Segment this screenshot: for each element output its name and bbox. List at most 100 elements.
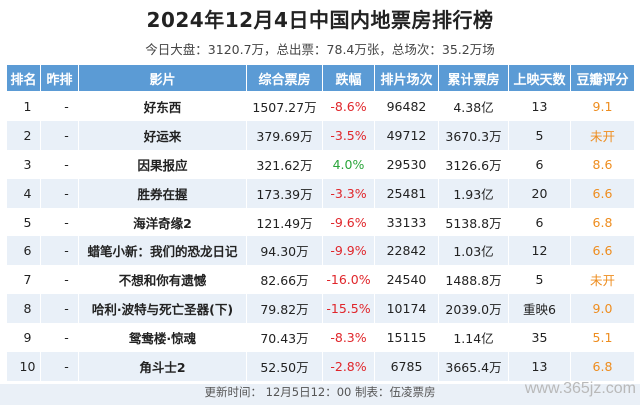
change-cell: -9.9%	[322, 236, 375, 266]
douban-score-cell: 未开	[570, 265, 635, 295]
douban-score-cell: 6.8	[570, 352, 635, 381]
shows-cell: 25481	[374, 178, 439, 208]
daily-gross-cell: 82.66万	[246, 265, 323, 295]
rank-cell: 10	[6, 352, 41, 381]
douban-score-cell: 6.6	[570, 178, 635, 208]
douban-score-cell: 6.6	[570, 236, 635, 266]
film-header: 影片	[78, 64, 247, 92]
market-summary: 今日大盘：3120.7万，总出票：78.4万张，总场次：35.2万场	[145, 42, 495, 57]
prev-rank-cell: -	[40, 178, 79, 208]
total-gross-cell: 1.14亿	[438, 323, 509, 353]
daily-gross-cell: 52.50万	[246, 352, 323, 381]
rank-cell: 6	[6, 236, 41, 266]
change-cell: -3.5%	[322, 120, 375, 150]
daily-gross-cell: 379.69万	[246, 120, 323, 150]
shows-cell: 24540	[374, 265, 439, 295]
film-title-cell: 鸳鸯楼·惊魂	[78, 323, 247, 353]
days-header: 上映天数	[508, 64, 571, 92]
change-cell: -3.3%	[322, 178, 375, 208]
table-header-row: 排名 昨排 影片 综合票房 跌幅 排片场次 累计票房 上映天数 豆瓣评分	[6, 64, 635, 92]
rank-cell: 1	[6, 91, 41, 121]
total-gross-cell: 3665.4万	[438, 352, 509, 381]
days-cell: 13	[508, 91, 571, 121]
film-title-cell: 不想和你有遗憾	[78, 265, 247, 295]
prev-rank-cell: -	[40, 352, 79, 381]
table-row: 7- 不想和你有遗憾 82.66万 -16.0% 24540 1488.8万 5 未开	[6, 265, 635, 295]
rank-cell: 2	[6, 120, 41, 150]
prev-rank-cell: -	[40, 91, 79, 121]
daily-gross-cell: 173.39万	[246, 178, 323, 208]
rank-cell: 4	[6, 178, 41, 208]
film-title-cell: 蜡笔小新：我们的恐龙日记	[78, 236, 247, 266]
change-cell: -16.0%	[322, 265, 375, 295]
shows-cell: 6785	[374, 352, 439, 381]
change-cell: -15.5%	[322, 294, 375, 324]
table-row: 5- 海洋奇缘2 121.49万 -9.6% 33133 5138.8万 6 6.8	[6, 207, 635, 237]
douban-score-cell: 8.6	[570, 149, 635, 179]
total-gross-header: 累计票房	[438, 64, 509, 92]
rank-cell: 3	[6, 149, 41, 179]
change-header: 跌幅	[322, 64, 375, 92]
film-title-cell: 海洋奇缘2	[78, 207, 247, 237]
total-gross-cell: 2039.0万	[438, 294, 509, 324]
rank-cell: 7	[6, 265, 41, 295]
table-row: 10- 角斗士2 52.50万 -2.8% 6785 3665.4万 13 6.8	[6, 352, 635, 381]
days-cell: 13	[508, 352, 571, 381]
total-gross-cell: 3670.3万	[438, 120, 509, 150]
watermark: www.365jz.com	[524, 380, 636, 397]
prev-rank-cell: -	[40, 120, 79, 150]
days-cell: 6	[508, 207, 571, 237]
prev-rank-header: 昨排	[40, 64, 79, 92]
change-cell: -9.6%	[322, 207, 375, 237]
douban-score-cell: 6.8	[570, 207, 635, 237]
film-title-cell: 哈利·波特与死亡圣器(下)	[78, 294, 247, 324]
total-gross-cell: 1.93亿	[438, 178, 509, 208]
total-gross-cell: 1488.8万	[438, 265, 509, 295]
shows-header: 排片场次	[374, 64, 439, 92]
days-cell: 20	[508, 178, 571, 208]
page-title: 2024年12月4日中国内地票房排行榜	[146, 8, 494, 32]
daily-gross-cell: 70.43万	[246, 323, 323, 353]
prev-rank-cell: -	[40, 236, 79, 266]
prev-rank-cell: -	[40, 207, 79, 237]
rank-cell: 5	[6, 207, 41, 237]
daily-gross-cell: 79.82万	[246, 294, 323, 324]
daily-gross-cell: 121.49万	[246, 207, 323, 237]
gross-header: 综合票房	[246, 64, 323, 92]
shows-cell: 22842	[374, 236, 439, 266]
prev-rank-cell: -	[40, 323, 79, 353]
film-title-cell: 胜券在握	[78, 178, 247, 208]
days-cell: 重映6	[508, 294, 571, 324]
table-row: 6- 蜡笔小新：我们的恐龙日记 94.30万 -9.9% 22842 1.03亿 12 6.6	[6, 236, 635, 266]
change-cell: -2.8%	[322, 352, 375, 381]
film-title-cell: 好运来	[78, 120, 247, 150]
box-office-table: 排名 昨排 影片 综合票房 跌幅 排片场次 累计票房 上映天数 豆瓣评分 1- 好东西 1507.2…	[6, 64, 635, 381]
shows-cell: 15115	[374, 323, 439, 353]
days-cell: 35	[508, 323, 571, 353]
shows-cell: 10174	[374, 294, 439, 324]
douban-score-cell: 9.0	[570, 294, 635, 324]
table-row: 1- 好东西 1507.27万 -8.6% 96482 4.38亿 13 9.1	[6, 91, 635, 121]
shows-cell: 96482	[374, 91, 439, 121]
change-cell: 4.0%	[322, 149, 375, 179]
table-row: 2- 好运来 379.69万 -3.5% 49712 3670.3万 5 未开	[6, 120, 635, 150]
footer-note: 更新时间： 12月5日12：00 制表：伍凌票房	[0, 384, 640, 405]
total-gross-cell: 4.38亿	[438, 91, 509, 121]
rank-cell: 8	[6, 294, 41, 324]
daily-gross-cell: 94.30万	[246, 236, 323, 266]
table-row: 8- 哈利·波特与死亡圣器(下) 79.82万 -15.5% 10174 2039.0万重…	[6, 294, 635, 324]
douban-score-cell: 9.1	[570, 91, 635, 121]
shows-cell: 49712	[374, 120, 439, 150]
film-title-cell: 好东西	[78, 91, 247, 121]
rank-header: 排名	[6, 64, 41, 92]
table-body: 1- 好东西 1507.27万 -8.6% 96482 4.38亿 13 9.1 2- 好运来 37…	[6, 91, 635, 381]
days-cell: 6	[508, 149, 571, 179]
total-gross-cell: 5138.8万	[438, 207, 509, 237]
change-cell: -8.3%	[322, 323, 375, 353]
shows-cell: 33133	[374, 207, 439, 237]
total-gross-cell: 1.03亿	[438, 236, 509, 266]
prev-rank-cell: -	[40, 265, 79, 295]
days-cell: 5	[508, 265, 571, 295]
prev-rank-cell: -	[40, 149, 79, 179]
prev-rank-cell: -	[40, 294, 79, 324]
